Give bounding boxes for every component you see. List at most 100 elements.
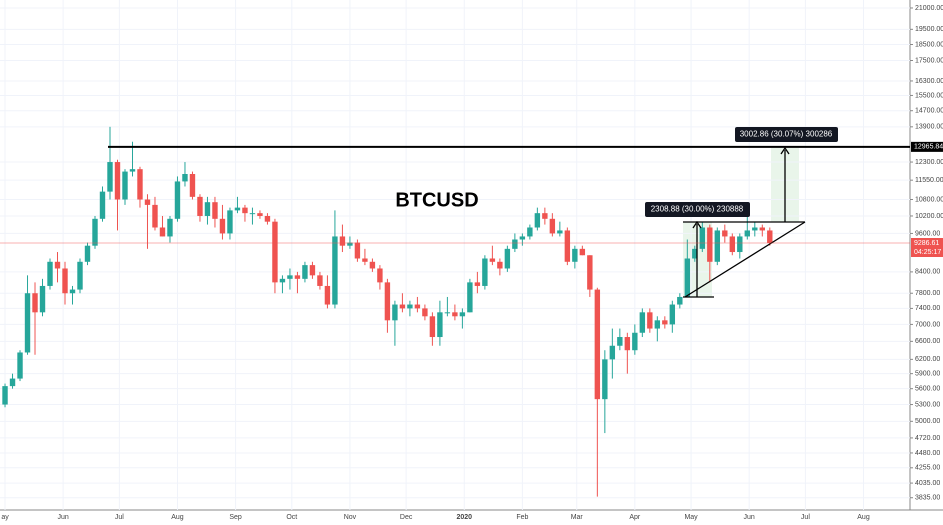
candle-body (332, 236, 338, 305)
countdown: 04:25:17 (914, 249, 941, 256)
candle-body (767, 230, 773, 243)
y-tick-label: 16300.00 (915, 78, 943, 85)
candle-body (47, 261, 53, 286)
x-tick-label: Apr (629, 514, 641, 521)
candle-body (17, 352, 23, 379)
y-tick-label: 4480.00 (915, 450, 940, 457)
candle-body (287, 275, 293, 279)
candle-body (684, 258, 691, 297)
candle-body (669, 304, 676, 325)
candle-body (167, 218, 173, 237)
arrow-head (692, 220, 702, 229)
y-tick-label: 4255.00 (915, 465, 940, 472)
candle-body (107, 162, 113, 192)
candle-body (639, 312, 646, 333)
drawings (683, 146, 806, 298)
y-tick-label: 18500.00 (915, 41, 943, 48)
candle-body (182, 174, 188, 182)
candle-body (474, 282, 481, 286)
candle-body (744, 230, 750, 237)
x-tick-label: Sep (229, 514, 242, 521)
candle-body (422, 308, 428, 317)
annotation: 3002.86 (30.07%) 300286 (740, 130, 833, 139)
candle-body (227, 210, 233, 234)
candle-body (309, 265, 316, 276)
x-tick-label: Mar (571, 514, 584, 521)
y-tick-label: 5900.00 (915, 370, 940, 377)
candle-body (302, 265, 308, 279)
candle-body (444, 312, 451, 314)
candle-body (114, 162, 121, 200)
candle-body (129, 169, 136, 172)
candle-body (242, 207, 248, 214)
candle-body (279, 278, 286, 283)
y-tick-label: 5000.00 (915, 418, 940, 425)
candle-body (62, 268, 68, 294)
candle-body (152, 204, 158, 228)
candle-body (137, 169, 143, 200)
y-tick-label: 21000.00 (915, 5, 943, 12)
candle-body (707, 227, 713, 262)
x-tick-label: 2020 (456, 514, 472, 521)
candle-body (219, 218, 226, 234)
plot (0, 0, 910, 510)
candle-body (294, 275, 301, 279)
candle-body (527, 227, 533, 237)
candle-body (347, 242, 353, 246)
x-tick-label: Aug (171, 514, 184, 521)
candle-body (497, 261, 503, 269)
candle-body (534, 213, 541, 228)
candle-body (692, 248, 698, 259)
candle-body (362, 258, 368, 262)
candle-body (257, 213, 263, 216)
y-tick-label: 10200.00 (915, 213, 943, 220)
candle-body (647, 312, 653, 329)
x-tick-label: Jul (801, 514, 810, 521)
x-tick-label: Jun (57, 514, 68, 521)
candle-body (579, 248, 586, 256)
candle-body (624, 337, 631, 351)
candle-body (264, 215, 271, 222)
x-tick-label: Jul (115, 514, 124, 521)
candle-body (699, 227, 706, 249)
y-tick-label: 4720.00 (915, 435, 940, 442)
annotation-box (735, 127, 838, 142)
arrow-head (780, 146, 790, 155)
candle-body (9, 378, 16, 387)
candle-body (249, 213, 256, 215)
candle-body (204, 202, 211, 216)
y-tick-label: 10800.00 (915, 196, 943, 203)
candle-body (594, 289, 601, 400)
chart-title: BTCUSD (395, 189, 478, 211)
x-tick-label: Dec (400, 514, 413, 521)
candle-body (189, 174, 196, 197)
candle-body (384, 282, 391, 321)
candle-body (354, 242, 361, 259)
candle-body (459, 312, 466, 317)
candle-body (617, 337, 623, 346)
candle-body (234, 207, 241, 211)
candle-body (602, 359, 608, 400)
candle-body (557, 230, 563, 234)
y-tick-label: 7800.00 (915, 290, 940, 297)
candle-body (752, 227, 758, 231)
candle-body (587, 255, 593, 290)
annotation: 2308.88 (30.00%) 230888 (651, 205, 744, 214)
x-tick-label: Nov (344, 514, 357, 521)
candle-body (2, 386, 8, 405)
y-tick-label: 5600.00 (915, 386, 940, 393)
level-label: 12965.84 (914, 144, 943, 151)
candle-body (654, 320, 661, 329)
candle-body (519, 236, 526, 240)
candle-body (174, 181, 181, 219)
candle-body (632, 332, 638, 351)
candle-body (542, 213, 548, 219)
y-tick-label: 4035.00 (915, 480, 940, 487)
candle-body (564, 230, 571, 262)
x-tick-label: ay (1, 514, 9, 521)
candle-body (407, 304, 413, 309)
candle-body (339, 236, 346, 246)
